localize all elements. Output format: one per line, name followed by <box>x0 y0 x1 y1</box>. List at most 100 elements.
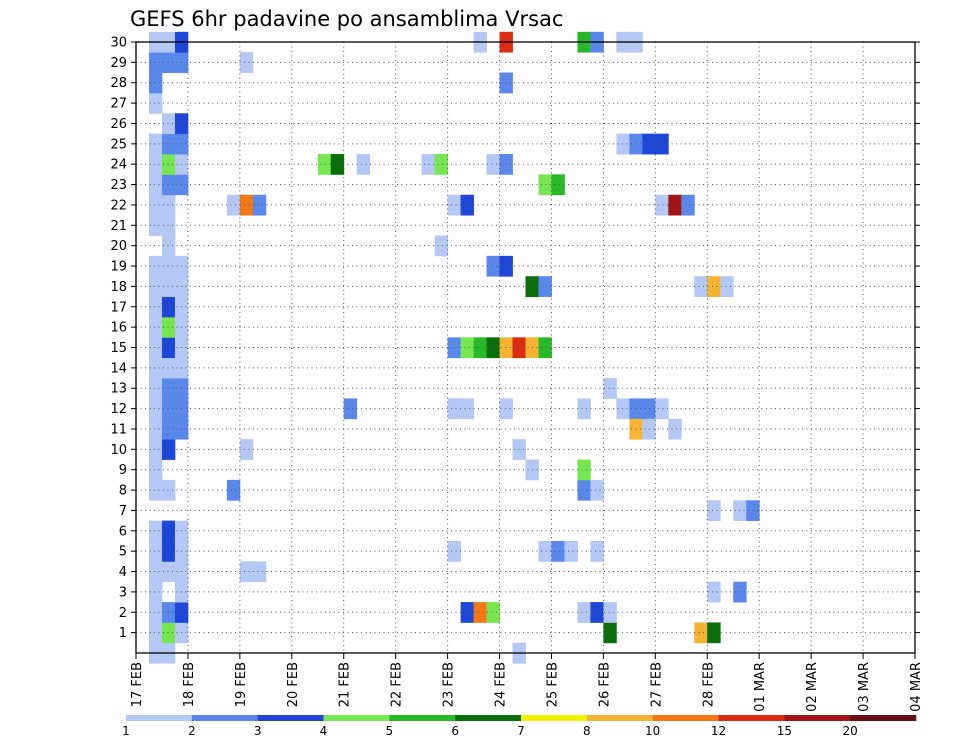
precip-cell <box>161 378 176 399</box>
precip-cell <box>148 602 163 623</box>
y-tick-label: 9 <box>119 463 127 478</box>
colorbar-label: 2 <box>188 724 196 738</box>
precip-cell <box>148 418 163 440</box>
precip-cell <box>499 72 513 94</box>
precip-cell <box>655 194 669 216</box>
y-tick-label: 26 <box>110 117 127 132</box>
precip-cell <box>226 194 241 216</box>
y-tick-label: 15 <box>110 341 127 356</box>
precip-cell <box>447 194 461 216</box>
y-tick-label: 12 <box>110 402 127 417</box>
precip-cell <box>473 602 487 623</box>
colorbar-label: 20 <box>843 724 858 738</box>
colorbar-segment <box>586 715 653 721</box>
precip-cell <box>148 439 163 460</box>
colorbar-segment <box>455 715 522 721</box>
precip-cell <box>330 154 345 175</box>
x-tick-label: 18 FEB <box>182 662 197 707</box>
precip-cell <box>148 92 163 114</box>
y-tick-label: 21 <box>110 219 127 234</box>
colorbar-segment <box>521 715 588 721</box>
precip-cell <box>577 398 591 420</box>
precip-cell <box>148 337 163 359</box>
precip-cell <box>655 398 669 420</box>
colorbar-segment <box>784 715 851 721</box>
x-tick-label: 03 MAR <box>857 662 872 712</box>
precip-cell <box>434 154 448 175</box>
colorbar-label: 8 <box>583 724 591 738</box>
precip-cell <box>239 194 254 216</box>
precip-cell <box>161 337 176 359</box>
precip-cell <box>252 194 267 216</box>
precip-cell <box>148 561 163 583</box>
precip-cell <box>590 540 604 562</box>
x-tick-label: 21 FEB <box>338 662 353 707</box>
colorbar-segment <box>323 715 390 721</box>
x-tick-label: 27 FEB <box>649 662 664 707</box>
y-tick-label: 11 <box>110 422 127 437</box>
precip-cell <box>707 276 721 297</box>
precip-cell <box>447 337 461 359</box>
precip-cell <box>616 133 630 155</box>
x-tick-label: 20 FEB <box>286 662 301 707</box>
precip-cell <box>161 439 176 460</box>
precip-cell <box>486 255 500 277</box>
colorbar-segment <box>389 715 456 721</box>
precip-cell <box>148 357 163 379</box>
precip-cell <box>564 540 578 562</box>
precip-cell <box>551 540 565 562</box>
precip-cell <box>148 540 163 562</box>
precip-cell <box>148 459 163 481</box>
y-tick-label: 8 <box>119 484 127 499</box>
y-axis-ticks: 1234567891011121314151617181920212223242… <box>110 36 920 641</box>
y-tick-label: 7 <box>119 504 127 519</box>
colorbar-label: 7 <box>517 724 525 738</box>
precip-cell <box>161 561 176 583</box>
precip-cell <box>538 337 552 359</box>
precip-cell <box>148 52 163 73</box>
precip-cell <box>161 622 176 644</box>
precip-cell <box>148 72 163 94</box>
precip-cell <box>538 540 552 562</box>
y-tick-label: 28 <box>110 76 127 91</box>
precip-cell <box>590 602 604 623</box>
y-tick-label: 23 <box>110 178 127 193</box>
y-tick-label: 17 <box>110 300 127 315</box>
precip-cell <box>161 316 176 338</box>
precip-cell <box>161 52 176 73</box>
precip-cell <box>161 154 176 175</box>
precip-cell <box>447 398 461 420</box>
precip-cell <box>161 113 176 135</box>
precip-cell <box>148 316 163 338</box>
precip-cell <box>486 337 500 359</box>
colorbar-label: 6 <box>451 724 459 738</box>
heatmap-cells <box>148 31 760 664</box>
precip-cell <box>577 602 591 623</box>
precip-cell <box>148 215 163 236</box>
precip-cell <box>161 398 176 420</box>
precip-cell <box>343 398 358 420</box>
precip-cell <box>668 194 682 216</box>
precip-cell <box>707 500 721 522</box>
precip-cell <box>161 174 176 196</box>
precip-cell <box>161 479 176 501</box>
precip-cell <box>148 581 163 603</box>
x-tick-label: 19 FEB <box>234 662 249 707</box>
precip-cell <box>239 52 254 73</box>
precip-cell <box>239 561 254 583</box>
precip-cell <box>161 255 176 277</box>
precip-cell <box>161 296 176 318</box>
precip-cell <box>460 337 474 359</box>
x-tick-label: 04 MAR <box>909 662 924 712</box>
colorbar-segment <box>257 715 324 721</box>
y-tick-label: 1 <box>119 626 127 641</box>
precip-cell <box>148 520 163 542</box>
precip-cell <box>486 154 500 175</box>
precip-cell <box>499 154 513 175</box>
y-tick-label: 13 <box>110 382 127 397</box>
precip-cell <box>551 174 565 196</box>
y-tick-label: 30 <box>110 36 127 51</box>
precip-cell <box>148 378 163 399</box>
x-tick-label: 23 FEB <box>442 662 457 707</box>
y-tick-label: 29 <box>110 56 127 71</box>
